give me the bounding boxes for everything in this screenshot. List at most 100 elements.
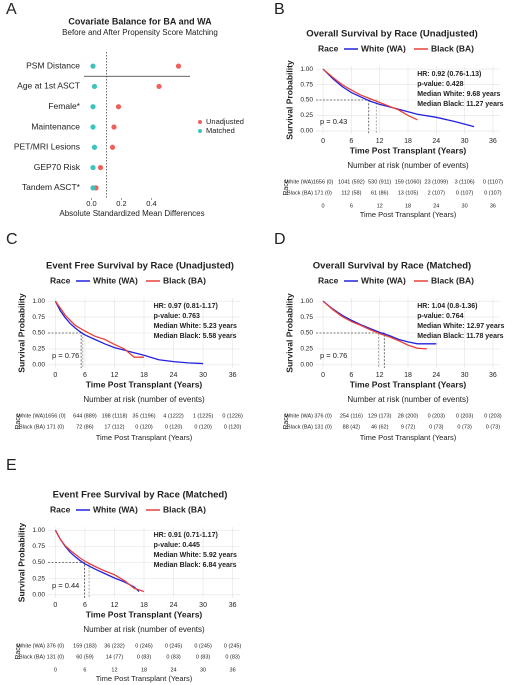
y-tick-label: 0.25 xyxy=(300,112,313,119)
risk-cell: 0 (245) xyxy=(165,643,183,649)
dot xyxy=(115,104,122,110)
y-tick-label: 1.00 xyxy=(300,66,313,73)
risk-cell: 0 (245) xyxy=(194,643,212,649)
y-tick-label: 1.00 xyxy=(300,298,313,305)
x-tick-label: 12 xyxy=(111,372,119,379)
risk-cell: 0 (120) xyxy=(194,424,212,430)
p-label: p = 0.76 xyxy=(320,351,347,360)
risk-time: 36 xyxy=(230,667,236,673)
x-axis-label: Time Post Transplant (Years) xyxy=(350,379,467,389)
stats-annotation: Median White: 9.68 years xyxy=(417,91,500,98)
x-tick-label: 0 xyxy=(53,372,57,379)
legend-label: Black (BA) xyxy=(431,275,474,285)
dot xyxy=(91,83,98,90)
survival-curve xyxy=(54,529,145,593)
category-label: Tandem ASCT* xyxy=(22,182,81,192)
stats-annotation: HR: 0.92 (0.76-1.13) xyxy=(417,71,481,78)
risk-cell: 17 (112) xyxy=(104,424,124,430)
y-tick-label: 1.00 xyxy=(32,298,45,305)
chart-title: Event Free Survival by Race (Matched) xyxy=(53,490,228,501)
risk-x-label: Time Post Transplant (Years) xyxy=(360,433,457,442)
x-tick-label: 6 xyxy=(83,372,87,379)
risk-cell: 0 (1226) xyxy=(222,413,243,419)
chart-title: Covariate Balance for BA and WA xyxy=(68,16,212,26)
risk-cell: 72 (86) xyxy=(76,424,94,430)
risk-cell: 376 (0) xyxy=(314,413,332,419)
stats-annotation: Median Black: 11.78 years xyxy=(417,333,503,340)
x-tick-label: 0.2 xyxy=(116,199,126,208)
y-tick-label: 0.00 xyxy=(300,362,313,369)
x-tick-label: 0.0 xyxy=(86,199,96,208)
x-axis-label: Time Post Transplant (Years) xyxy=(86,609,203,619)
y-tick-label: 0.50 xyxy=(300,97,313,104)
risk-cell: 9 (72) xyxy=(401,424,416,430)
x-tick-label: 24 xyxy=(432,138,440,145)
x-tick-label: 36 xyxy=(229,602,237,609)
x-tick-label: 18 xyxy=(140,602,148,609)
risk-time: 12 xyxy=(111,667,117,673)
risk-time: 24 xyxy=(433,203,439,209)
risk-cell: 3 (1106) xyxy=(455,179,475,185)
y-axis-label: Survival Probability xyxy=(284,60,294,140)
risk-race-label: Race xyxy=(15,643,22,659)
risk-cell: 88 (42) xyxy=(343,424,361,430)
legend-label: White (WA) xyxy=(93,504,138,514)
stats-annotation: Median White: 5.92 years xyxy=(154,552,237,559)
risk-row-label: Black (BA) xyxy=(287,190,313,196)
survival-curve xyxy=(54,300,144,358)
dot xyxy=(90,104,96,110)
y-tick-label: 0.50 xyxy=(300,330,313,337)
risk-race-label: Race xyxy=(283,413,290,429)
risk-cell: 35 (1196) xyxy=(132,413,155,419)
risk-cell: 530 (911) xyxy=(368,179,391,185)
x-tick-label: 30 xyxy=(461,138,469,145)
risk-row-label: White (WA) xyxy=(285,413,313,419)
legend-label: Unadjusted xyxy=(206,117,244,126)
x-tick-label: 24 xyxy=(432,372,440,379)
risk-time: 30 xyxy=(462,203,468,209)
x-tick-label: 18 xyxy=(404,372,412,379)
y-tick-label: 0.25 xyxy=(32,575,45,582)
risk-cell: 131 (0) xyxy=(47,654,65,660)
legend-label: Black (BA) xyxy=(163,504,206,514)
risk-cell: 198 (1118) xyxy=(102,413,128,419)
y-tick-label: 0.75 xyxy=(300,81,313,88)
risk-cell: 0 (107) xyxy=(484,190,502,196)
risk-time: 30 xyxy=(200,667,206,673)
y-axis-label: Survival Probability xyxy=(16,293,26,373)
x-tick-label: 0 xyxy=(53,602,57,609)
risk-cell: 60 (59) xyxy=(76,654,94,660)
risk-cell: 171 (0) xyxy=(314,190,332,196)
risk-time: 18 xyxy=(405,203,411,209)
risk-cell: 0 (73) xyxy=(486,424,501,430)
x-tick-label: 36 xyxy=(229,372,237,379)
risk-cell: 0 (83) xyxy=(196,654,211,660)
dot xyxy=(91,144,98,150)
y-tick-label: 1.00 xyxy=(32,527,45,534)
risk-cell: 28 (200) xyxy=(398,413,419,419)
x-tick-label: 36 xyxy=(489,138,497,145)
survival-curve xyxy=(322,68,475,128)
risk-cell: 14 (77) xyxy=(106,654,124,660)
y-tick-label: 0.25 xyxy=(300,346,313,353)
risk-cell: 23 (1099) xyxy=(425,179,449,185)
x-tick-label: 24 xyxy=(170,602,178,609)
x-tick-label: 12 xyxy=(111,602,119,609)
legend-title: Race xyxy=(50,275,71,285)
risk-time: 0 xyxy=(322,203,325,209)
survival-curve xyxy=(322,300,427,350)
x-tick-label: 18 xyxy=(140,372,148,379)
chart-title: Event Free Survival by Race (Unadjusted) xyxy=(46,261,234,272)
dot xyxy=(90,185,96,191)
legend-label: White (WA) xyxy=(361,43,406,53)
legend-title: Race xyxy=(50,504,71,514)
chart-title: Overall Survival by Race (Unadjusted) xyxy=(306,29,478,40)
y-tick-label: 0.25 xyxy=(32,346,45,353)
risk-cell: 0 (120) xyxy=(165,424,183,430)
category-label: Age at 1st ASCT xyxy=(17,81,80,91)
survival-curve xyxy=(322,300,437,345)
legend-label: Black (BA) xyxy=(163,275,206,285)
y-axis-label: Survival Probability xyxy=(284,293,294,373)
x-tick-label: 0.4 xyxy=(146,199,156,208)
